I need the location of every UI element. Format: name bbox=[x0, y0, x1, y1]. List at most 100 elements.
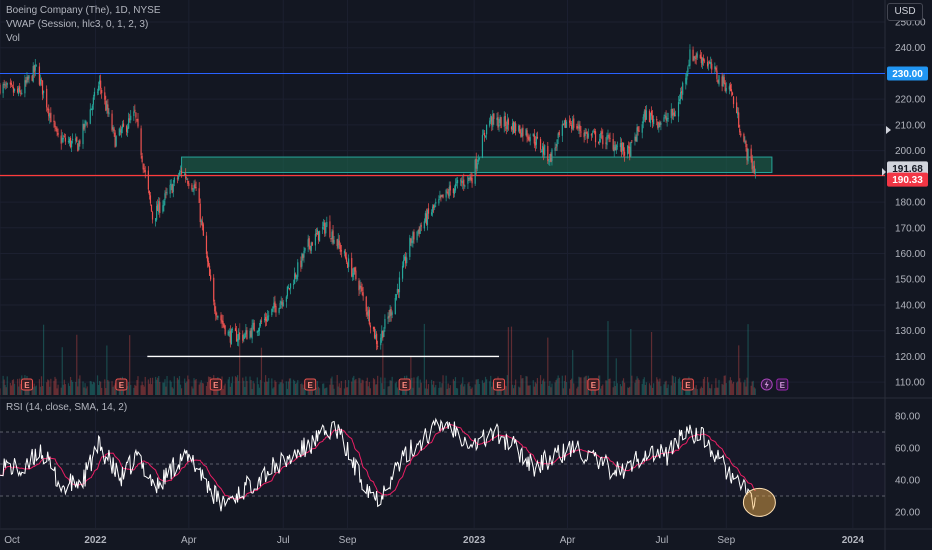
volume-indicator-label[interactable]: Vol bbox=[6, 33, 20, 44]
candle-body bbox=[398, 277, 401, 293]
axis-arrow-icon[interactable] bbox=[886, 126, 891, 134]
volume-bar bbox=[725, 383, 727, 395]
candle-body bbox=[316, 229, 319, 235]
candle-body bbox=[339, 244, 341, 252]
candle-body bbox=[528, 136, 530, 141]
candle-body bbox=[67, 141, 70, 142]
earnings-marker[interactable]: E bbox=[493, 378, 506, 391]
candle-body bbox=[257, 330, 259, 332]
volume-bar bbox=[426, 388, 429, 395]
volume-bar bbox=[147, 379, 149, 395]
volume-bar bbox=[384, 377, 386, 395]
price-tick-label: 130.00 bbox=[895, 326, 926, 337]
time-axis[interactable]: Oct 2022 Apr Jul Sep 2023 Apr Jul Sep 2024 bbox=[4, 535, 864, 546]
earnings-marker-box[interactable] bbox=[493, 378, 506, 391]
rsi-axis[interactable]: 20.00 40.00 60.00 80.00 bbox=[895, 412, 920, 519]
candle-body bbox=[728, 86, 730, 90]
earnings-marker[interactable]: E bbox=[776, 378, 789, 391]
rsi-indicator-label[interactable]: RSI (14, close, SMA, 14, 2) bbox=[6, 402, 128, 413]
earnings-marker-box[interactable] bbox=[209, 378, 222, 391]
earnings-marker-box[interactable] bbox=[681, 378, 694, 391]
earnings-marker[interactable]: E bbox=[20, 378, 33, 391]
candle-body bbox=[367, 310, 369, 317]
candle-body bbox=[460, 180, 462, 182]
volume-bar bbox=[460, 384, 462, 395]
earnings-marker[interactable]: E bbox=[681, 378, 694, 391]
symbol-title[interactable]: Boeing Company (The), 1D, NYSE bbox=[6, 5, 161, 16]
earnings-marker[interactable]: E bbox=[398, 378, 411, 391]
lightning-icon bbox=[764, 380, 769, 389]
candle-body bbox=[293, 284, 295, 285]
volume-bar bbox=[192, 388, 194, 395]
earnings-marker-box[interactable] bbox=[587, 378, 600, 391]
earnings-marker-label: E bbox=[24, 381, 30, 390]
candle-body bbox=[24, 80, 26, 94]
candle-body bbox=[491, 117, 493, 126]
volume-bar bbox=[285, 381, 287, 395]
volume-bar bbox=[492, 382, 494, 395]
candle-body bbox=[368, 309, 370, 325]
candle-body bbox=[157, 204, 159, 211]
earnings-marker-box[interactable] bbox=[20, 378, 33, 391]
volume-bar bbox=[293, 379, 295, 395]
earnings-marker[interactable]: E bbox=[304, 378, 317, 391]
candle-body bbox=[331, 231, 333, 239]
volume-bar bbox=[113, 385, 115, 395]
volume-bar bbox=[391, 376, 393, 395]
volume-bar bbox=[3, 379, 5, 395]
volume-bar bbox=[185, 382, 187, 395]
candle-body bbox=[340, 250, 342, 252]
candle-body bbox=[120, 128, 122, 134]
volume-bar bbox=[252, 380, 254, 395]
candle-body bbox=[475, 158, 477, 169]
candle-body bbox=[352, 273, 354, 278]
candle-body bbox=[455, 181, 458, 183]
volume-bar bbox=[678, 377, 681, 395]
volume-bar bbox=[90, 381, 92, 395]
volume-bar bbox=[532, 380, 534, 395]
volume-bar bbox=[54, 376, 56, 395]
candle-body bbox=[718, 75, 720, 85]
volume-bar bbox=[706, 377, 709, 395]
volume-bar bbox=[53, 380, 55, 395]
earnings-marker[interactable]: E bbox=[115, 378, 128, 391]
volume-bar bbox=[150, 384, 153, 395]
volume-bar bbox=[365, 381, 367, 395]
dividend-marker[interactable] bbox=[760, 378, 773, 391]
volume-bar bbox=[84, 383, 86, 395]
candle-body bbox=[214, 302, 216, 312]
volume-bar bbox=[671, 375, 673, 395]
candle-body bbox=[246, 330, 248, 340]
candle-body bbox=[637, 126, 639, 132]
volume-bar bbox=[736, 382, 738, 395]
rsi-highlight-circle[interactable] bbox=[742, 487, 776, 517]
volume-bar bbox=[315, 387, 318, 395]
candle-body bbox=[330, 238, 332, 240]
earnings-marker[interactable]: E bbox=[587, 378, 600, 391]
currency-button[interactable]: USD bbox=[887, 3, 923, 21]
candle-body bbox=[711, 63, 713, 70]
vwap-indicator-label[interactable]: VWAP (Session, hlc3, 0, 1, 2, 3) bbox=[6, 19, 149, 30]
candle-body bbox=[355, 270, 357, 280]
candle-body bbox=[463, 179, 465, 186]
candle-body bbox=[42, 90, 45, 93]
earnings-marker-box[interactable] bbox=[398, 378, 411, 391]
candle-body bbox=[739, 128, 741, 133]
candle-body bbox=[540, 151, 543, 152]
earnings-marker-box[interactable] bbox=[776, 378, 789, 391]
candle-body bbox=[548, 161, 550, 162]
candle-body bbox=[180, 170, 183, 174]
volume-bar bbox=[348, 380, 350, 395]
volume-bar bbox=[86, 386, 88, 395]
candle-body bbox=[515, 123, 517, 132]
candle-body bbox=[325, 226, 327, 234]
candle-body bbox=[78, 141, 80, 150]
candle-body bbox=[26, 76, 28, 83]
earnings-marker[interactable]: E bbox=[209, 378, 222, 391]
volume-bar bbox=[499, 388, 501, 395]
earnings-marker-box[interactable] bbox=[115, 378, 128, 391]
earnings-marker-box[interactable] bbox=[304, 378, 317, 391]
candle-body bbox=[337, 238, 339, 248]
